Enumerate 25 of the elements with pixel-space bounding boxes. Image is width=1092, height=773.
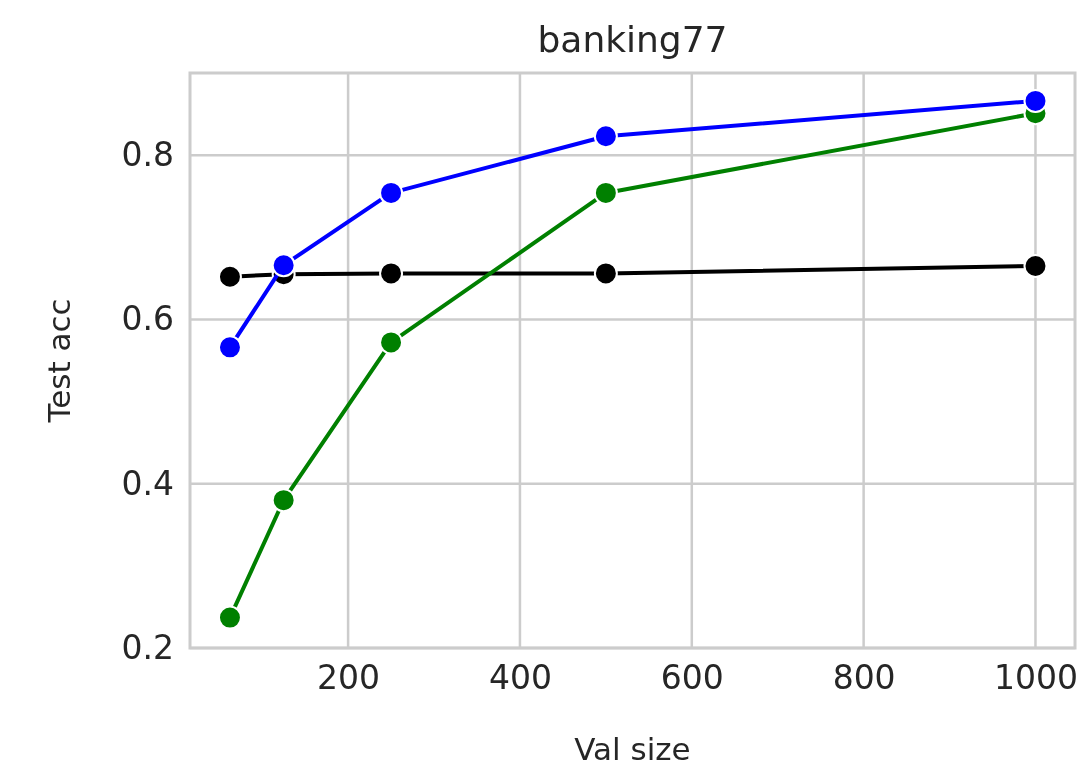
point	[379, 180, 404, 205]
point	[217, 264, 242, 289]
y-tick-label: 0.8	[121, 135, 174, 175]
y-axis-title: Test acc	[41, 298, 77, 424]
x-axis-title: Val size	[574, 731, 691, 767]
x-tick-label: 800	[832, 658, 896, 698]
x-tick-label: 600	[660, 658, 724, 698]
point	[271, 253, 296, 278]
point	[593, 124, 618, 149]
point	[217, 335, 242, 360]
y-tick-label: 0.4	[121, 463, 174, 503]
point	[379, 261, 404, 286]
x-tick-label: 200	[317, 658, 381, 698]
point	[593, 180, 618, 205]
point	[271, 488, 296, 513]
x-tick-label: 400	[488, 658, 552, 698]
point	[593, 261, 618, 286]
point	[1023, 254, 1048, 279]
x-tick-label: 1000	[993, 658, 1078, 698]
y-tick-label: 0.6	[121, 299, 174, 339]
point	[379, 330, 404, 355]
point	[217, 605, 242, 630]
chart-title: banking77	[537, 19, 728, 60]
point	[1023, 88, 1048, 113]
y-tick-label: 0.2	[121, 628, 174, 668]
